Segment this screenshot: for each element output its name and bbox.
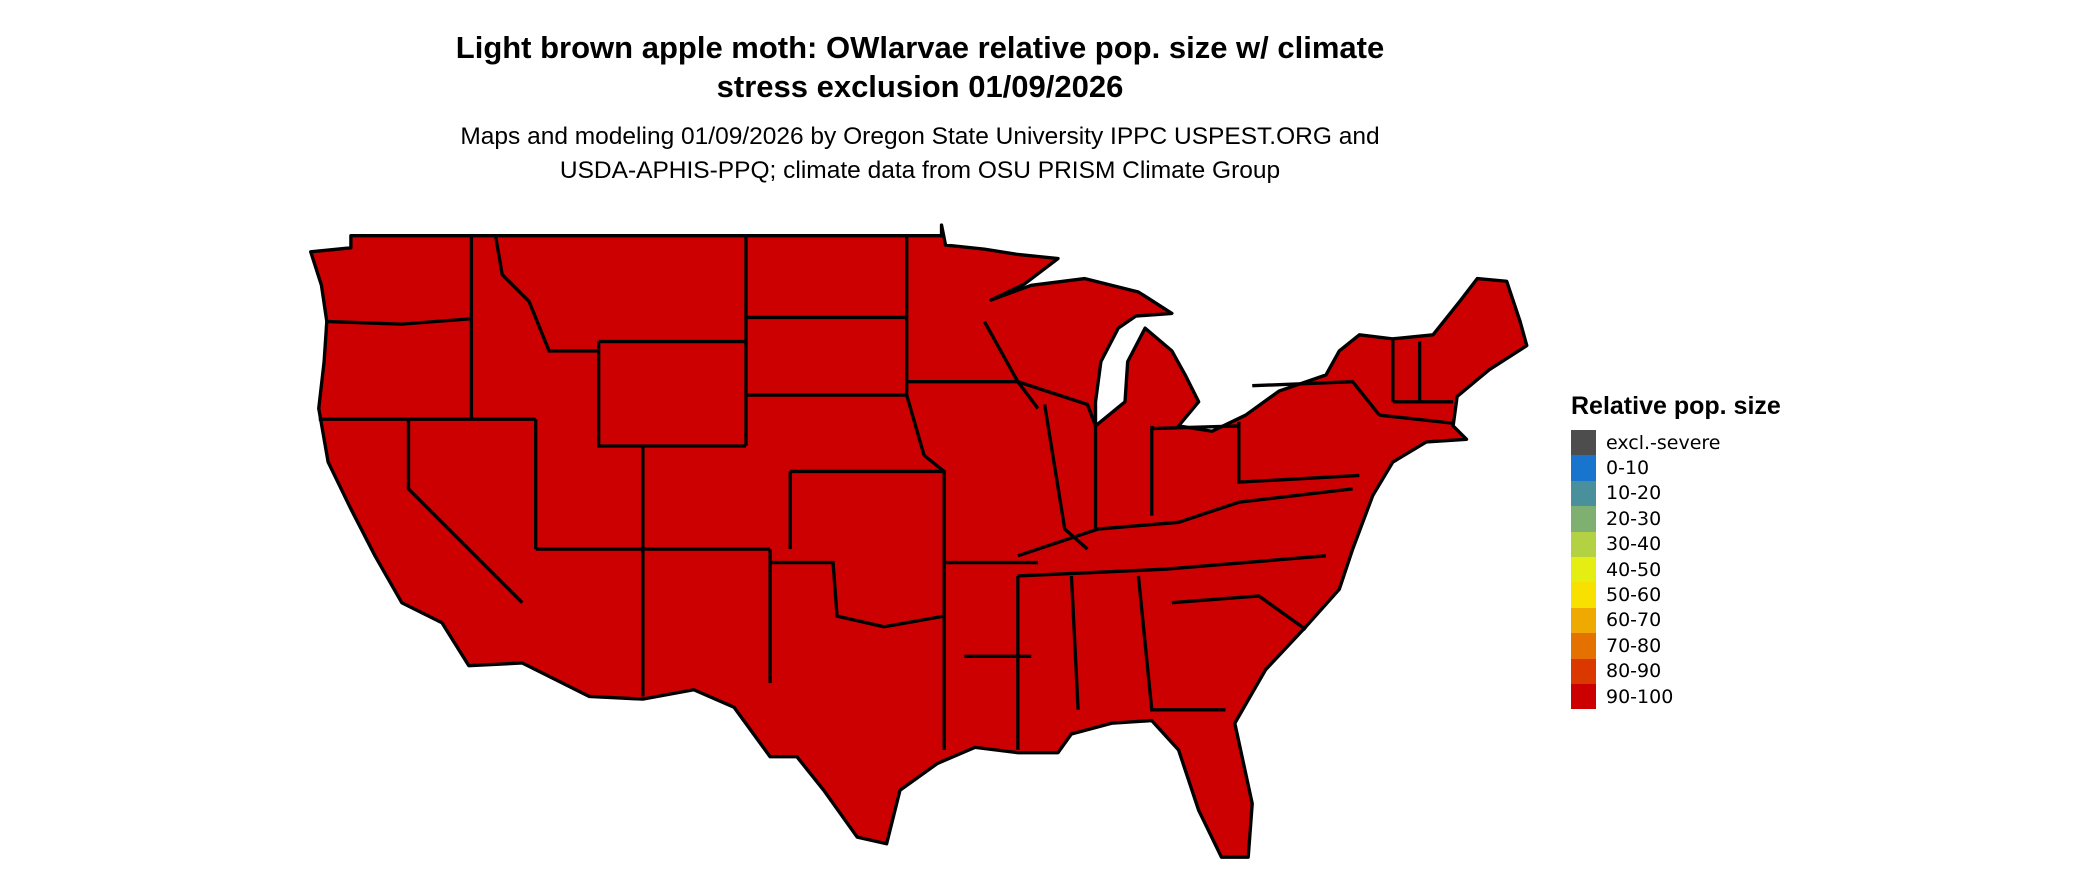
legend-item: 90-100 xyxy=(1571,683,1721,710)
legend-label: excl.-severe xyxy=(1606,431,1721,454)
state-border xyxy=(1171,594,1307,631)
title-line-2: stress exclusion 01/09/2026 xyxy=(716,69,1124,104)
legend-swatch xyxy=(1571,455,1596,481)
legend-item: 60-70 xyxy=(1571,607,1721,634)
state-border xyxy=(1136,575,1226,712)
legend-item: 10-20 xyxy=(1571,480,1721,507)
conus-outline xyxy=(309,223,1529,859)
legend-label: 10-20 xyxy=(1606,482,1662,505)
legend-label: 40-50 xyxy=(1606,558,1662,581)
state-border xyxy=(1069,575,1080,710)
map-subtitle: Maps and modeling 01/09/2026 by Oregon S… xyxy=(320,120,1520,188)
state-borders xyxy=(318,235,1454,751)
legend-swatch xyxy=(1571,683,1596,710)
state-border xyxy=(982,320,1098,427)
state-border xyxy=(923,454,946,563)
legend-label: 30-40 xyxy=(1606,533,1662,556)
state-border xyxy=(905,394,926,456)
state-border xyxy=(1379,413,1454,425)
state-border xyxy=(406,419,524,604)
legend-item: 80-90 xyxy=(1571,658,1721,684)
state-border xyxy=(493,235,599,353)
legend-item: 50-60 xyxy=(1571,582,1721,608)
state-border xyxy=(1237,421,1360,484)
legend-swatch xyxy=(1571,633,1596,659)
state-border xyxy=(325,317,472,326)
legend-item: 0-10 xyxy=(1571,455,1721,481)
legend-label: 90-100 xyxy=(1606,685,1674,708)
legend-swatch xyxy=(1571,556,1596,583)
legend-item: 40-50 xyxy=(1571,556,1721,583)
state-border xyxy=(1151,424,1239,431)
subtitle-line-1: Maps and modeling 01/09/2026 by Oregon S… xyxy=(460,123,1380,150)
legend-title: Relative pop. size xyxy=(1571,392,1781,420)
legend-label: 80-90 xyxy=(1606,660,1662,683)
legend-item: 30-40 xyxy=(1571,531,1721,557)
state-border xyxy=(596,341,746,448)
legend-swatch xyxy=(1571,582,1596,608)
title-line-1: Light brown apple moth: OWlarvae relativ… xyxy=(455,30,1385,65)
legend-swatch xyxy=(1571,531,1596,557)
map-title: Light brown apple moth: OWlarvae relativ… xyxy=(320,28,1520,106)
state-border xyxy=(1017,554,1327,578)
legend-item: 70-80 xyxy=(1571,633,1721,659)
legend-label: 60-70 xyxy=(1606,609,1662,632)
legend-swatch xyxy=(1571,506,1596,532)
legend-swatch xyxy=(1571,607,1596,634)
legend-item: 20-30 xyxy=(1571,506,1721,532)
legend-label: 70-80 xyxy=(1606,634,1662,657)
state-border xyxy=(1252,380,1381,417)
state-border xyxy=(770,560,945,629)
legend: excl.-severe 0-10 10-20 20-30 30-40 40-50 50-6… xyxy=(1571,430,1721,710)
legend-swatch xyxy=(1571,480,1596,507)
legend-label: 0-10 xyxy=(1606,457,1650,480)
state-border xyxy=(1042,404,1089,551)
subtitle-line-2: USDA-APHIS-PPQ; climate data from OSU PR… xyxy=(559,157,1281,184)
legend-item: excl.-severe xyxy=(1571,430,1721,456)
legend-swatch xyxy=(1571,658,1596,684)
legend-label: 50-60 xyxy=(1606,584,1662,607)
legend-swatch xyxy=(1571,430,1596,456)
state-border xyxy=(1017,487,1353,558)
legend-label: 20-30 xyxy=(1606,507,1662,530)
